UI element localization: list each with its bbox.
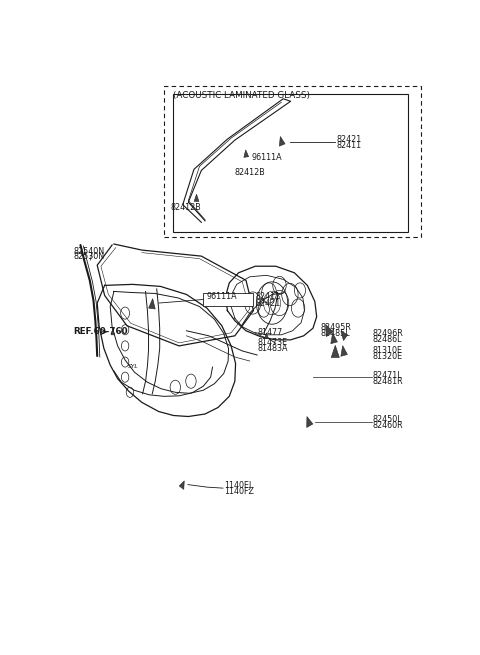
Text: 82540N: 82540N <box>73 246 104 255</box>
Polygon shape <box>331 333 337 344</box>
Bar <box>164 86 421 238</box>
Text: 82495R: 82495R <box>321 324 351 332</box>
Polygon shape <box>149 299 155 309</box>
Polygon shape <box>307 417 313 428</box>
Text: 96111A: 96111A <box>207 292 238 301</box>
Text: 81320E: 81320E <box>372 352 403 361</box>
Text: (ACOUSTIC LAMINATED GLASS): (ACOUSTIC LAMINATED GLASS) <box>173 91 311 100</box>
Text: 82412B: 82412B <box>234 168 265 178</box>
Text: 82460R: 82460R <box>372 421 403 430</box>
Polygon shape <box>279 136 285 146</box>
Bar <box>173 94 408 233</box>
Text: 96111A: 96111A <box>251 153 282 162</box>
Text: 82530N: 82530N <box>73 252 104 261</box>
Polygon shape <box>194 194 199 201</box>
Text: 81477: 81477 <box>257 328 282 337</box>
Text: 81310E: 81310E <box>372 346 402 356</box>
Bar <box>203 293 253 305</box>
Text: 82450L: 82450L <box>372 415 402 424</box>
Polygon shape <box>331 345 339 358</box>
Text: 82411: 82411 <box>255 293 280 301</box>
Polygon shape <box>341 331 348 341</box>
Text: 82411: 82411 <box>336 141 361 150</box>
Text: 82486L: 82486L <box>372 335 402 344</box>
Text: 82421: 82421 <box>255 299 280 308</box>
Text: 82496R: 82496R <box>372 329 403 338</box>
Text: 1140EJ: 1140EJ <box>224 481 251 490</box>
Text: SYL: SYL <box>128 364 139 369</box>
Text: 82471L: 82471L <box>372 371 402 380</box>
Text: REF.60-760: REF.60-760 <box>73 328 128 336</box>
Text: 82481R: 82481R <box>372 377 403 386</box>
Text: 82485L: 82485L <box>321 329 350 338</box>
Text: 81473E: 81473E <box>257 339 288 347</box>
Polygon shape <box>179 481 184 489</box>
Polygon shape <box>326 324 333 337</box>
Polygon shape <box>264 333 268 339</box>
Polygon shape <box>244 150 249 157</box>
Text: 82421: 82421 <box>336 135 361 144</box>
Text: 81483A: 81483A <box>257 344 288 353</box>
Text: 82412B: 82412B <box>171 203 202 212</box>
Text: 1140FZ: 1140FZ <box>224 487 253 496</box>
Polygon shape <box>111 329 115 335</box>
Polygon shape <box>341 346 348 356</box>
